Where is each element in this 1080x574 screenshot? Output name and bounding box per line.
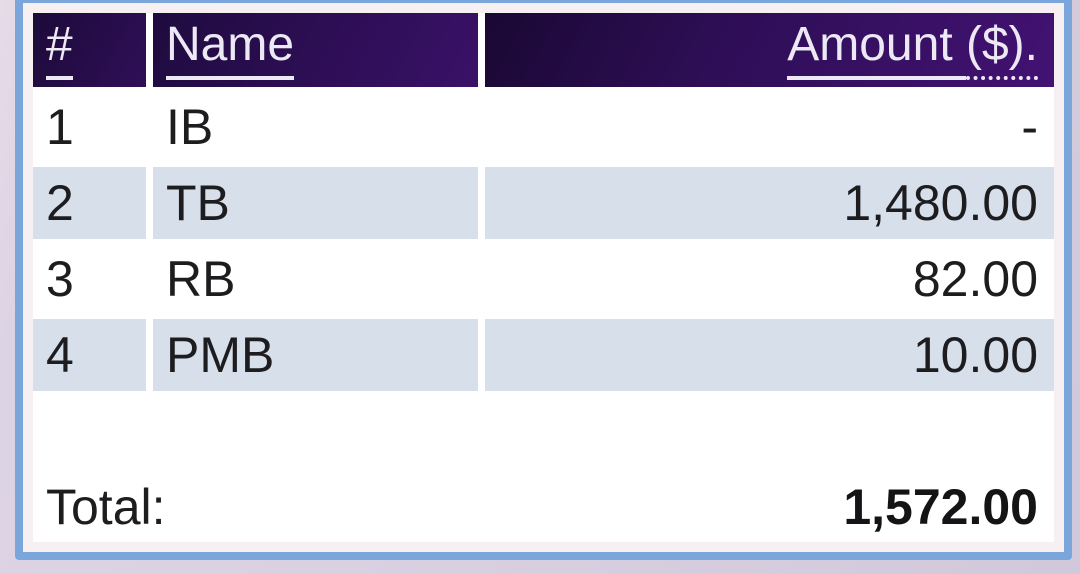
row-number-cell: 1 bbox=[46, 99, 74, 155]
table-row: 2 TB 1,480.00 bbox=[33, 167, 1054, 239]
table-row: 3 RB 82.00 bbox=[33, 243, 1054, 315]
column-header-amount-label: Amount bbox=[787, 20, 966, 80]
table-row: 1 IB - bbox=[33, 91, 1054, 163]
table-row: 4 PMB 10.00 bbox=[33, 319, 1054, 391]
row-amount-cell: 1,480.00 bbox=[485, 167, 1054, 239]
column-header-name[interactable]: Name bbox=[153, 13, 478, 87]
empty-row-spacer bbox=[33, 395, 1054, 471]
table-header-row: # Name Amount ($). bbox=[33, 13, 1054, 87]
column-header-name-label: Name bbox=[166, 20, 295, 80]
total-amount: 1,572.00 bbox=[843, 479, 1038, 535]
report-card: # Name Amount ($). 1 IB - 2 TB 1,480.00 … bbox=[15, 0, 1072, 560]
row-name-cell: PMB bbox=[153, 319, 478, 391]
column-header-amount-unit: ($). bbox=[966, 20, 1038, 80]
row-name-cell: IB bbox=[166, 99, 214, 155]
total-row: Total: 1,572.00 bbox=[33, 471, 1054, 543]
amounts-table: # Name Amount ($). 1 IB - 2 TB 1,480.00 … bbox=[33, 13, 1054, 542]
row-number-cell: 3 bbox=[46, 251, 74, 307]
column-header-number-label: # bbox=[46, 20, 73, 80]
column-header-number[interactable]: # bbox=[33, 13, 146, 87]
row-number-cell: 2 bbox=[33, 167, 146, 239]
row-amount-cell: 82.00 bbox=[912, 251, 1038, 307]
total-label: Total: bbox=[46, 479, 166, 535]
row-amount-cell: 10.00 bbox=[485, 319, 1054, 391]
row-number-cell: 4 bbox=[33, 319, 146, 391]
row-amount-cell: - bbox=[1021, 99, 1038, 155]
row-name-cell: TB bbox=[153, 167, 478, 239]
row-name-cell: RB bbox=[166, 251, 236, 307]
column-header-amount[interactable]: Amount ($). bbox=[485, 13, 1054, 87]
